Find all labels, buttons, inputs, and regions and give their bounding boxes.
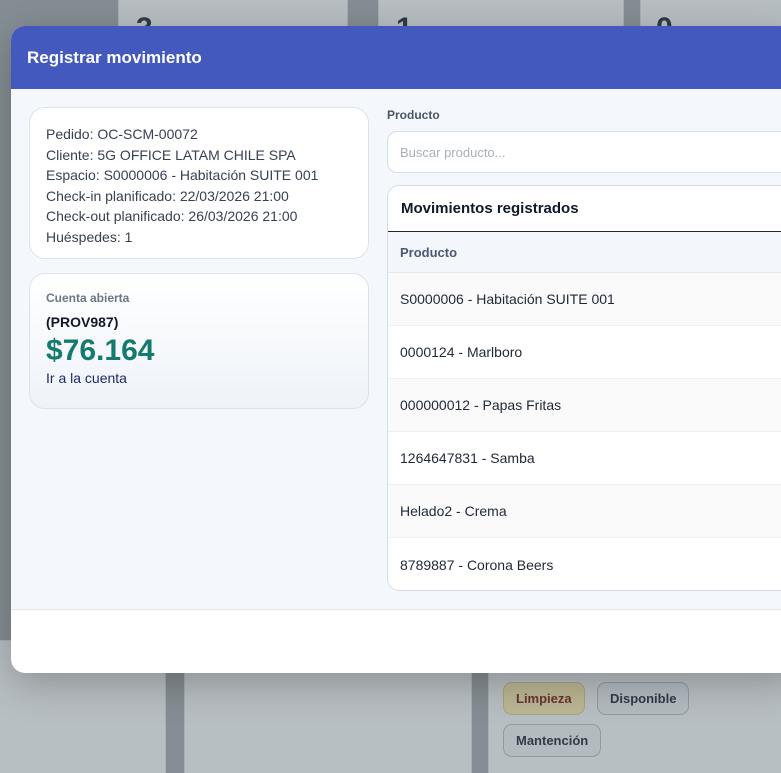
table-row[interactable]: 0000124 - Marlboro xyxy=(388,326,781,379)
status-chip-limpieza[interactable]: Limpieza xyxy=(503,682,585,715)
modal-body: Pedido: OC-SCM-00072 Cliente: 5G OFFICE … xyxy=(11,89,781,610)
table-row[interactable]: S0000006 - Habitación SUITE 001 xyxy=(388,273,781,326)
space-line: Espacio: S0000006 - Habitación SUITE 001 xyxy=(46,167,319,183)
checkin-line: Check-in planificado: 22/03/2026 21:00 xyxy=(46,187,289,204)
product-search-input[interactable] xyxy=(387,131,781,173)
account-code: (PROV987) xyxy=(46,314,119,330)
go-to-account-link[interactable]: Ir a la cuenta xyxy=(46,370,127,386)
product-label: Producto xyxy=(387,108,440,122)
account-label: Cuenta abierta xyxy=(46,291,130,305)
checkout-line: Check-out planificado: 26/03/2026 21:00 xyxy=(46,208,298,224)
client-line: Cliente: 5G OFFICE LATAM CHILE SPA xyxy=(46,146,296,163)
modal-title: Registrar movimiento xyxy=(11,26,781,89)
movements-title: Movimientos registrados xyxy=(388,186,781,232)
movements-rows: S0000006 - Habitación SUITE 001 0000124 … xyxy=(388,273,781,590)
order-line: Pedido: OC-SCM-00072 xyxy=(46,126,198,142)
table-row[interactable]: Helado2 - Crema xyxy=(388,485,781,538)
column-header-product[interactable]: Producto xyxy=(388,232,781,273)
booking-info-card: Pedido: OC-SCM-00072 Cliente: 5G OFFICE … xyxy=(29,107,369,259)
status-chip-disponible[interactable]: Disponible xyxy=(597,682,690,715)
account-amount: $76.164 xyxy=(46,334,155,367)
table-row[interactable]: 8789887 - Corona Beers xyxy=(388,538,781,590)
table-row[interactable]: 000000012 - Papas Fritas xyxy=(388,379,781,432)
register-movement-modal: Registrar movimiento Pedido: OC-SCM-0007… xyxy=(11,26,781,673)
movements-table: Movimientos registrados Producto S000000… xyxy=(387,185,781,591)
table-row[interactable]: 1264647831 - Samba xyxy=(388,432,781,485)
open-account-card: Cuenta abierta (PROV987) $76.164 Ir a la… xyxy=(29,273,369,409)
guests-line: Huéspedes: 1 xyxy=(46,228,133,245)
status-chip-mantencion[interactable]: Mantención xyxy=(503,724,602,757)
